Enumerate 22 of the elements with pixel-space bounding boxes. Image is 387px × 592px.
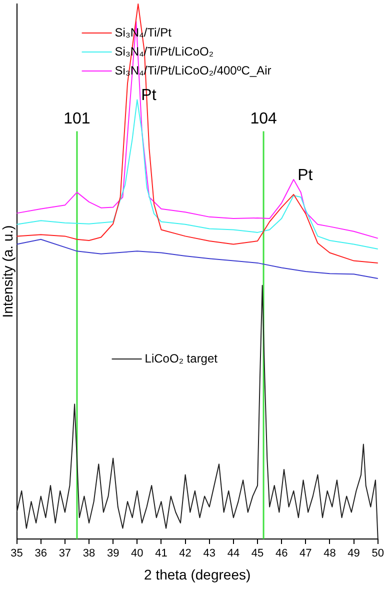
x-tick-label: 45 xyxy=(251,548,264,560)
x-tick-label: 50 xyxy=(372,548,384,560)
x-tick-label: 40 xyxy=(131,548,144,560)
x-tick-label: 43 xyxy=(203,548,216,560)
annotation: 104 xyxy=(250,110,277,128)
x-tick-label: 38 xyxy=(82,548,96,560)
x-tick-label: 42 xyxy=(179,548,192,560)
x-tick-label: 49 xyxy=(348,548,360,560)
x-tick-label: 47 xyxy=(300,548,312,560)
x-tick-label: 37 xyxy=(58,548,72,560)
x-tick-label: 39 xyxy=(106,548,120,560)
x-tick-label: 36 xyxy=(34,548,47,560)
x-tick-label: 35 xyxy=(10,548,23,560)
x-tick-label: 41 xyxy=(155,548,168,560)
legend-label: LiCoO₂ target xyxy=(144,351,218,366)
x-tick-label: 46 xyxy=(275,548,288,560)
annotation: 101 xyxy=(64,110,90,128)
x-axis-title: 2 theta (degrees) xyxy=(144,566,251,582)
annotation: Pt xyxy=(298,166,314,184)
y-axis-title: Intensity (a. u.) xyxy=(0,225,16,318)
x-tick-label: 48 xyxy=(324,548,336,560)
x-tick-label: 44 xyxy=(227,548,240,560)
